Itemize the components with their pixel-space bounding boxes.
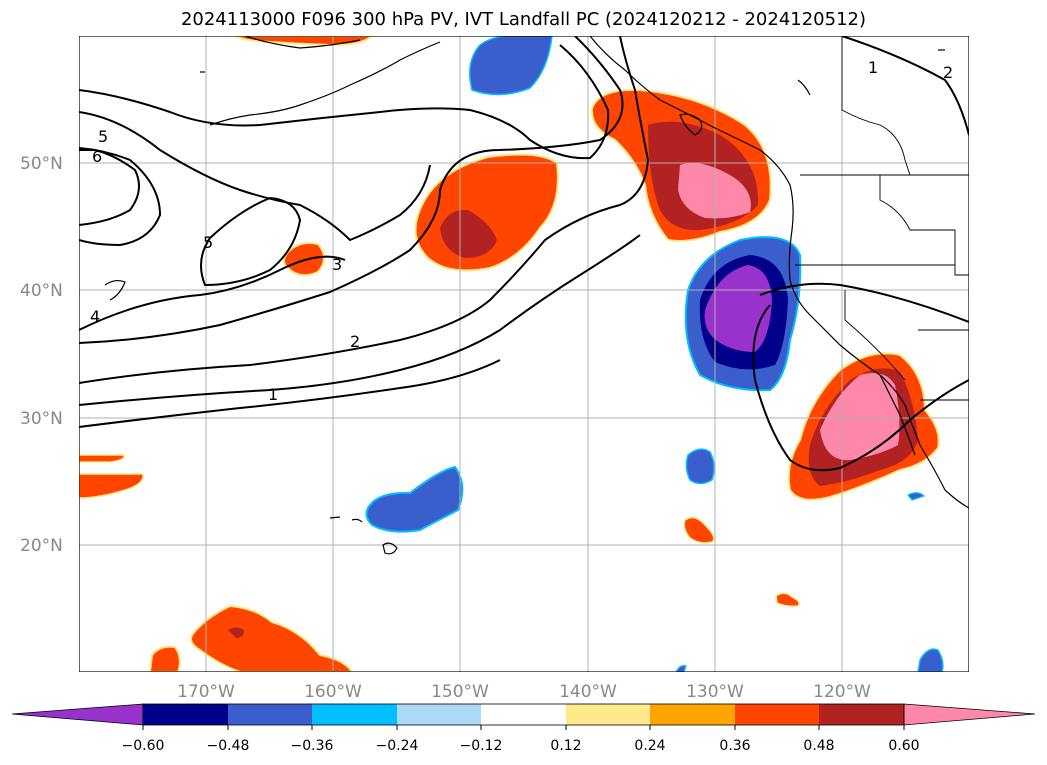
ivt-negative-region-hawaii bbox=[365, 465, 464, 533]
lon-label-120w: 120°W bbox=[813, 682, 871, 702]
ivt-negative-region-gulf-alaska bbox=[469, 36, 553, 96]
colorbar-tick-label: −0.12 bbox=[460, 738, 503, 754]
contour-label: 2 bbox=[350, 332, 360, 351]
lon-label-130w: 130°W bbox=[686, 682, 744, 702]
colorbar-extend-low bbox=[11, 703, 144, 726]
colorbar-segment bbox=[566, 704, 650, 725]
colorbar-segment bbox=[228, 704, 312, 725]
ivt-positive-region-baja bbox=[787, 352, 940, 501]
political-borders bbox=[795, 36, 969, 401]
ivt-positive-region-southwest bbox=[148, 604, 354, 672]
ivt-positive-region-central-pacific bbox=[414, 153, 559, 272]
contour-label: 1 bbox=[868, 58, 878, 77]
map-plot-area: 1 2 3 4 5 6 5 1 2 bbox=[79, 36, 969, 672]
colorbar-tick-label: −0.36 bbox=[291, 738, 334, 754]
ivt-positive-region-small-2 bbox=[683, 516, 715, 544]
lat-label-20n: 20°N bbox=[20, 536, 63, 556]
contour-label: 2 bbox=[943, 63, 953, 82]
colorbar-tick-label: 0.24 bbox=[634, 738, 665, 754]
lon-label-170w: 170°W bbox=[177, 682, 235, 702]
colorbar-segment bbox=[312, 704, 397, 725]
lat-label-50n: 50°N bbox=[20, 154, 63, 174]
colorbar-segment bbox=[735, 704, 819, 725]
ivt-negative-region-southeast bbox=[675, 492, 944, 672]
colorbar-segment bbox=[143, 704, 228, 725]
colorbar-segment bbox=[650, 704, 735, 725]
ivt-positive-region-small bbox=[283, 242, 325, 277]
colorbar-segment bbox=[481, 704, 566, 725]
pv-contours bbox=[79, 36, 969, 472]
colorbar-tick-label: −0.60 bbox=[122, 738, 165, 754]
colorbar-tick-label: −0.48 bbox=[207, 738, 250, 754]
colorbar-tick-label: 0.60 bbox=[888, 738, 919, 754]
ivt-positive-region-small-3 bbox=[775, 592, 800, 607]
ivt-positive-region-west-edge bbox=[79, 454, 144, 499]
ivt-negative-region-california bbox=[684, 236, 802, 392]
colorbar-extend-high bbox=[903, 703, 1036, 726]
latitude-labels: 50°N 40°N 30°N 20°N bbox=[20, 154, 63, 556]
lat-label-30n: 30°N bbox=[20, 409, 63, 429]
lon-label-150w: 150°W bbox=[431, 682, 489, 702]
colorbar-tick-label: 0.12 bbox=[550, 738, 581, 754]
contour-label: 5 bbox=[203, 233, 213, 252]
contour-label: 6 bbox=[92, 147, 102, 166]
lon-label-140w: 140°W bbox=[559, 682, 617, 702]
colorbar-segment bbox=[819, 704, 904, 725]
colorbar-tick-label: −0.24 bbox=[376, 738, 419, 754]
colorbar-segment bbox=[397, 704, 481, 725]
contour-label: 5 bbox=[98, 127, 108, 146]
ivt-positive-region-pacific-northwest bbox=[590, 88, 772, 242]
ivt-positive-region-alaska bbox=[234, 36, 374, 47]
coastlines bbox=[104, 36, 969, 555]
contour-label: 1 bbox=[268, 385, 278, 404]
ivt-negative-region-small bbox=[685, 448, 715, 485]
contour-label: 4 bbox=[90, 307, 100, 326]
pv-contour-labels: 1 2 3 4 5 6 5 1 2 bbox=[90, 58, 953, 404]
colorbar-tick-label: 0.48 bbox=[803, 738, 834, 754]
longitude-labels: 170°W 160°W 150°W 140°W 130°W 120°W bbox=[177, 682, 871, 702]
map-title: 2024113000 F096 300 hPa PV, IVT Landfall… bbox=[180, 9, 867, 30]
contour-label: 3 bbox=[332, 255, 342, 274]
colorbar-tick-label: 0.36 bbox=[719, 738, 750, 754]
colorbar: −0.60 −0.48 −0.36 −0.24 −0.12 0.12 0.24 … bbox=[11, 703, 1036, 754]
lat-label-40n: 40°N bbox=[20, 281, 63, 301]
lon-label-160w: 160°W bbox=[304, 682, 362, 702]
